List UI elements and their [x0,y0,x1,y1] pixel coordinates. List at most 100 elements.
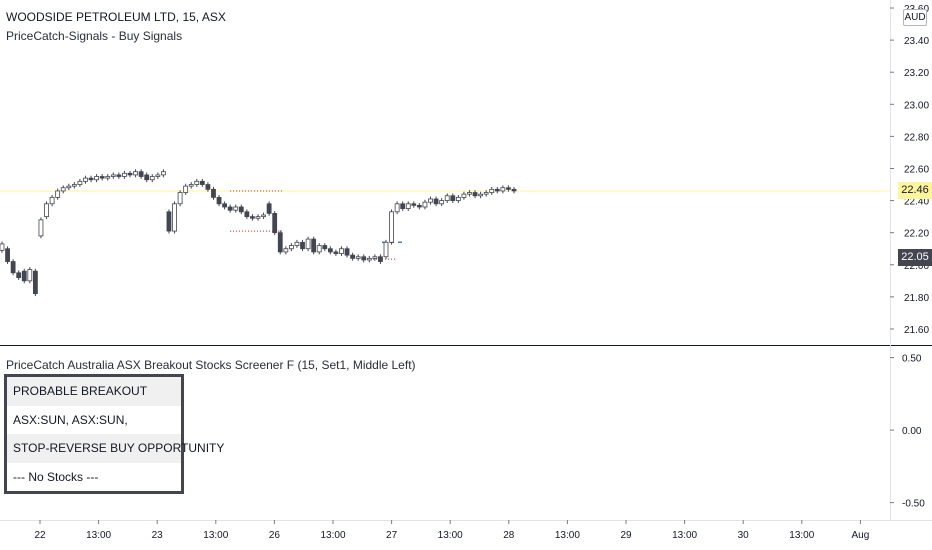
candle-body [489,188,495,193]
candle-body [294,241,300,246]
candle [10,259,16,276]
candle [60,185,66,194]
candle-body [394,203,400,213]
candle-body [194,180,200,185]
candle [416,202,422,210]
candle-body [183,185,189,193]
price-axis-label: 22.00 [904,261,929,272]
time-axis-label: 13:00 [438,530,463,541]
price-axis-label: 23.20 [904,68,929,79]
candle-body [122,172,127,177]
candle [155,172,161,179]
candle-body [188,184,194,187]
time-axis-label: 29 [620,530,632,541]
candle-body [144,174,150,181]
candle-body [428,198,433,203]
candle-body [5,248,10,262]
candle [172,201,177,234]
candle-body [272,213,278,234]
candle [222,201,228,210]
candle [333,249,339,256]
candle-body [355,256,361,259]
candle [166,209,172,234]
candle-body [77,180,83,185]
candle [116,172,122,179]
candle-body [172,203,177,232]
indicator-legend[interactable]: PriceCatch-Signals - Buy Signals [6,29,183,43]
candle-body [288,245,294,250]
candle [183,183,189,195]
candle-body [216,196,222,205]
candle-body [94,176,100,181]
candle [433,196,439,207]
candle-body [16,272,22,279]
time-axis-label: 13:00 [86,530,111,541]
candle [233,204,239,213]
candle [277,230,283,255]
candle [144,172,150,183]
candle [0,241,5,253]
candle-body [110,174,116,177]
candle-body [21,270,27,282]
candle-body [138,171,144,177]
candle-body [149,176,155,181]
candle [467,190,472,197]
candle-body [244,211,250,218]
candle-body [49,196,55,205]
candle [372,254,378,261]
screener-row-breakout-stocks: ASX:SUN, ASX:SUN, [13,412,128,427]
candle-body [483,192,489,195]
candle-body [0,243,5,251]
candle-body [311,238,317,253]
candle-body [378,256,383,262]
time-axis-label: 26 [269,530,281,541]
lower-axis-label: 0.00 [902,426,922,437]
candle [506,185,511,192]
candle [105,174,111,181]
candle-body [38,219,44,237]
candle-body [361,256,367,261]
candle [38,217,44,239]
candle [327,246,333,255]
candle [461,191,467,200]
candle [355,254,361,261]
candle-body [366,257,372,261]
candle-body [322,245,328,250]
candle-body [467,192,472,195]
candle-body [450,195,456,201]
candle-body [27,269,33,282]
candle [344,246,350,258]
candle-body [10,261,16,274]
candle-body [88,177,94,181]
lower-pane-title[interactable]: PriceCatch Australia ASX Breakout Stocks… [6,358,416,372]
price-axis-label: 22.60 [904,164,929,175]
candle-body [160,171,166,176]
candle-body [300,241,305,250]
screener-row-probable-breakout: PROBABLE BREAKOUT [7,377,181,406]
candle [27,267,33,284]
candle-body [327,248,333,253]
time-axis-label: 13:00 [672,530,697,541]
candle-body [99,176,105,179]
candle-body [32,270,38,295]
candle-body [83,177,88,182]
candle [255,214,261,221]
candle-body [461,193,467,198]
signal-lines [0,190,890,260]
screener-table: PROBABLE BREAKOUT ASX:SUN, ASX:SUN, STOP… [4,374,224,494]
candle-body [383,241,389,258]
candle-body [316,245,322,253]
candle-body [478,193,484,197]
candle [305,236,311,252]
candle [149,174,155,183]
candle [294,239,300,248]
candlestick-series [0,169,517,297]
currency-badge[interactable]: AUD [903,9,927,26]
price-axis-label: 22.80 [904,132,929,143]
candle [444,193,450,203]
symbol-title[interactable]: WOODSIDE PETROLEUM LTD, 15, ASX [6,10,226,24]
candle-body [166,211,172,232]
price-axis-label: 22.20 [904,229,929,240]
candle [378,254,383,264]
